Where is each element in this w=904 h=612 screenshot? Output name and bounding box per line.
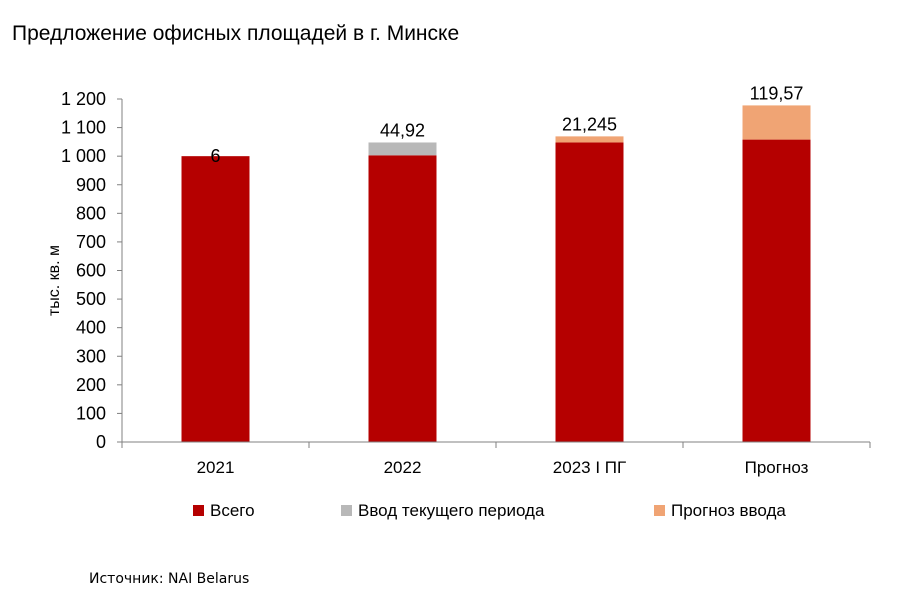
bar-segment bbox=[555, 136, 624, 143]
data-label: 6 bbox=[210, 146, 220, 166]
legend-swatch bbox=[341, 505, 352, 516]
y-tick-label: 700 bbox=[76, 232, 106, 252]
data-label: 21,245 bbox=[562, 114, 617, 134]
x-tick-label: 2022 bbox=[384, 458, 422, 477]
axes bbox=[121, 99, 871, 448]
x-axis-ticks: 2021 2022 2023 I ПГ Прогноз bbox=[197, 458, 809, 477]
y-tick-label: 400 bbox=[76, 318, 106, 338]
y-tick-label: 500 bbox=[76, 289, 106, 309]
data-labels: 6 44,92 21,245 119,57 bbox=[210, 83, 803, 166]
legend-label: Всего bbox=[210, 501, 255, 520]
bar-segment bbox=[742, 105, 811, 140]
bar-segment bbox=[368, 155, 437, 442]
data-label: 119,57 bbox=[750, 83, 804, 103]
y-tick-label: 1 200 bbox=[61, 89, 106, 109]
x-tick-label: 2021 bbox=[197, 458, 235, 477]
legend-label: Прогноз ввода bbox=[671, 501, 786, 520]
y-axis-label-group: тыс. кв. м bbox=[46, 245, 63, 316]
x-tick-label: 2023 I ПГ bbox=[553, 458, 626, 477]
y-tick-label: 1 100 bbox=[61, 118, 106, 138]
bar-segment bbox=[181, 156, 250, 442]
y-tick-label: 100 bbox=[76, 403, 106, 423]
legend: Всего Ввод текущего периода Прогноз ввода bbox=[193, 501, 786, 520]
bar-segment bbox=[742, 139, 811, 443]
y-axis-title: тыс. кв. м bbox=[46, 245, 63, 316]
y-tick-label: 800 bbox=[76, 203, 106, 223]
bar-segment bbox=[368, 142, 437, 156]
legend-swatch bbox=[654, 505, 665, 516]
legend-swatch bbox=[193, 505, 204, 516]
chart-title: Предложение офисных площадей в г. Минске bbox=[12, 22, 460, 45]
y-axis-ticks: 0 100 200 300 400 500 600 700 800 900 1 000 1 100 1 … bbox=[61, 89, 122, 452]
x-tick-label: Прогноз bbox=[745, 458, 809, 477]
bar-segment bbox=[555, 142, 624, 443]
y-tick-label: 600 bbox=[76, 261, 106, 281]
y-tick-label: 1 000 bbox=[61, 146, 106, 166]
legend-label: Ввод текущего периода bbox=[358, 501, 545, 520]
data-label: 44,92 bbox=[380, 120, 425, 140]
bars bbox=[181, 105, 811, 443]
source-note: Источник: NAI Belarus bbox=[89, 571, 250, 587]
y-tick-label: 300 bbox=[76, 346, 106, 366]
y-tick-label: 900 bbox=[76, 175, 106, 195]
y-tick-label: 200 bbox=[76, 375, 106, 395]
y-tick-label: 0 bbox=[96, 432, 106, 452]
